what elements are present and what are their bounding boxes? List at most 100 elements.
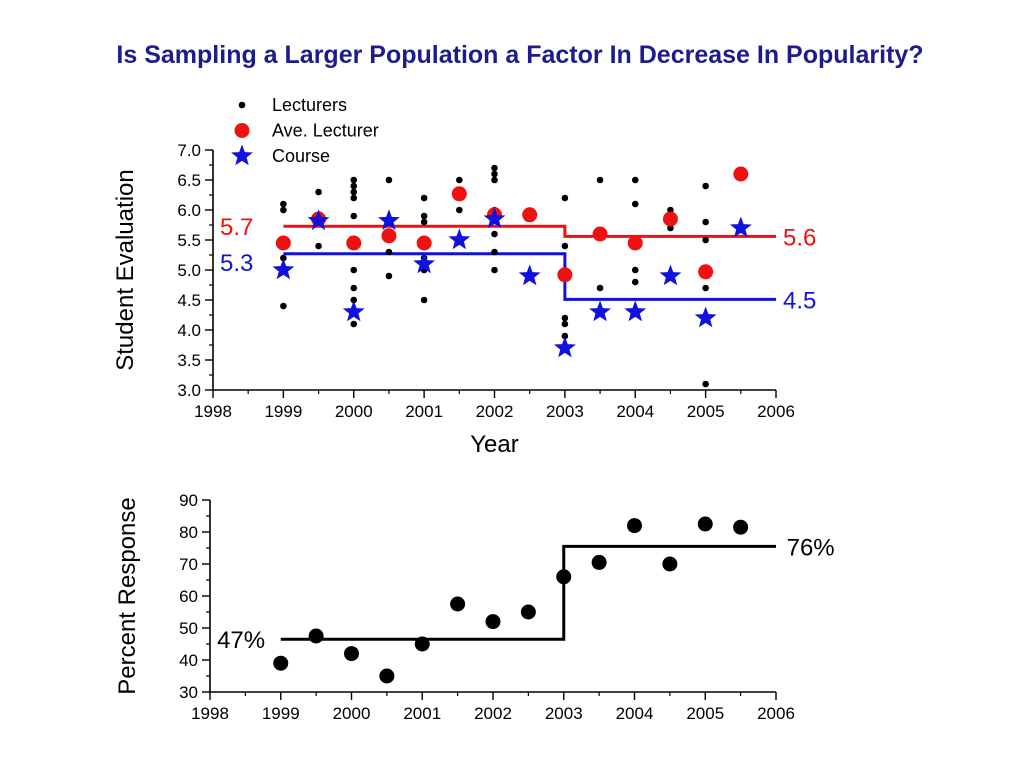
data-point [350, 188, 358, 196]
data-point [315, 242, 322, 250]
chart-title: Is Sampling a Larger Population a Factor… [116, 41, 924, 69]
x-tick-label: 2003 [546, 402, 584, 421]
data-point [520, 604, 536, 620]
x-tick-label: 2002 [476, 402, 514, 421]
data-point [491, 248, 498, 256]
y-tick-label: 3.0 [177, 381, 201, 400]
y-tick-label: 5.0 [177, 261, 201, 280]
data-point [589, 300, 611, 322]
series-course [272, 207, 752, 358]
step-line-0 [283, 224, 776, 238]
data-point [733, 166, 749, 182]
data-point [420, 218, 428, 226]
data-point [631, 278, 639, 286]
data-point [381, 228, 397, 244]
x-tick-label: 2003 [545, 704, 583, 723]
data-point [485, 614, 501, 630]
data-point [350, 296, 358, 304]
data-point [448, 228, 471, 250]
annotation-label: 5.7 [220, 214, 253, 241]
data-point [697, 516, 713, 532]
data-point [350, 266, 358, 274]
data-point [556, 569, 572, 585]
annotation-label: 4.5 [783, 287, 816, 314]
data-point [596, 176, 604, 184]
data-point [491, 230, 498, 238]
data-point [667, 224, 674, 232]
legend-marker [238, 101, 246, 109]
y-tick-label: 6.0 [177, 201, 201, 220]
data-point [557, 267, 573, 283]
y-tick-label: 7.0 [177, 141, 201, 160]
data-point [350, 194, 358, 202]
legend-marker [234, 123, 250, 138]
x-tick-label: 2001 [403, 704, 441, 723]
data-point [413, 252, 436, 274]
legend-marker [231, 144, 253, 166]
annotation-label: 47% [217, 627, 265, 654]
x-tick-label: 1999 [262, 704, 300, 723]
data-point [561, 314, 569, 322]
data-point [553, 336, 576, 358]
x-tick-label: 1998 [194, 402, 232, 421]
data-point [491, 164, 498, 172]
data-point [561, 194, 569, 202]
y-tick-label: 40 [179, 651, 198, 670]
x-tick-label: 2002 [474, 704, 512, 723]
y-tick-label: 5.5 [177, 231, 201, 250]
y-tick-label: 70 [179, 555, 198, 574]
data-point [627, 518, 642, 534]
data-point [667, 206, 674, 214]
data-point [272, 258, 295, 280]
data-point [659, 264, 682, 286]
data-point [346, 235, 362, 251]
data-point [729, 216, 752, 238]
annotation-label: 5.3 [220, 250, 253, 277]
x-tick-label: 2004 [616, 402, 654, 421]
y-tick-label: 50 [179, 619, 198, 638]
data-point [379, 668, 395, 684]
data-point [702, 218, 709, 226]
data-point [631, 266, 639, 274]
data-point [491, 176, 498, 184]
data-point [280, 254, 287, 262]
data-point [420, 212, 428, 220]
annotation-label: 5.6 [783, 224, 816, 251]
legend-label: Ave. Lecturer [272, 121, 379, 141]
data-point [491, 266, 498, 274]
data-point [702, 284, 709, 292]
data-point [631, 200, 639, 208]
x-tick-label: 2001 [405, 402, 443, 421]
data-point [385, 248, 393, 256]
data-point [280, 200, 287, 208]
data-point [414, 636, 430, 652]
data-point [280, 206, 287, 214]
data-point [456, 206, 463, 214]
x-tick-label: 2000 [333, 704, 371, 723]
y-tick-label: 3.5 [177, 351, 201, 370]
y-tick-label: 60 [179, 587, 198, 606]
x-axis-label: Year [470, 431, 519, 458]
data-point [561, 332, 569, 340]
data-point [315, 188, 322, 196]
data-point [275, 235, 291, 251]
data-point [344, 646, 359, 662]
x-tick-label: 2006 [757, 704, 795, 723]
data-point [627, 235, 643, 251]
data-point [307, 209, 330, 231]
data-point [662, 556, 678, 572]
data-point [450, 596, 466, 612]
data-point [385, 272, 393, 280]
data-point [420, 296, 428, 304]
data-point [416, 235, 432, 251]
x-tick-label: 2005 [686, 704, 724, 723]
x-tick-label: 1999 [264, 402, 302, 421]
legend: Lecturers Ave. Lecturer Course [231, 95, 379, 166]
data-point [631, 176, 639, 184]
step-line-0 [280, 544, 776, 641]
data-point [518, 264, 541, 286]
data-point [561, 320, 569, 328]
data-point [698, 264, 714, 280]
data-point [694, 306, 717, 328]
